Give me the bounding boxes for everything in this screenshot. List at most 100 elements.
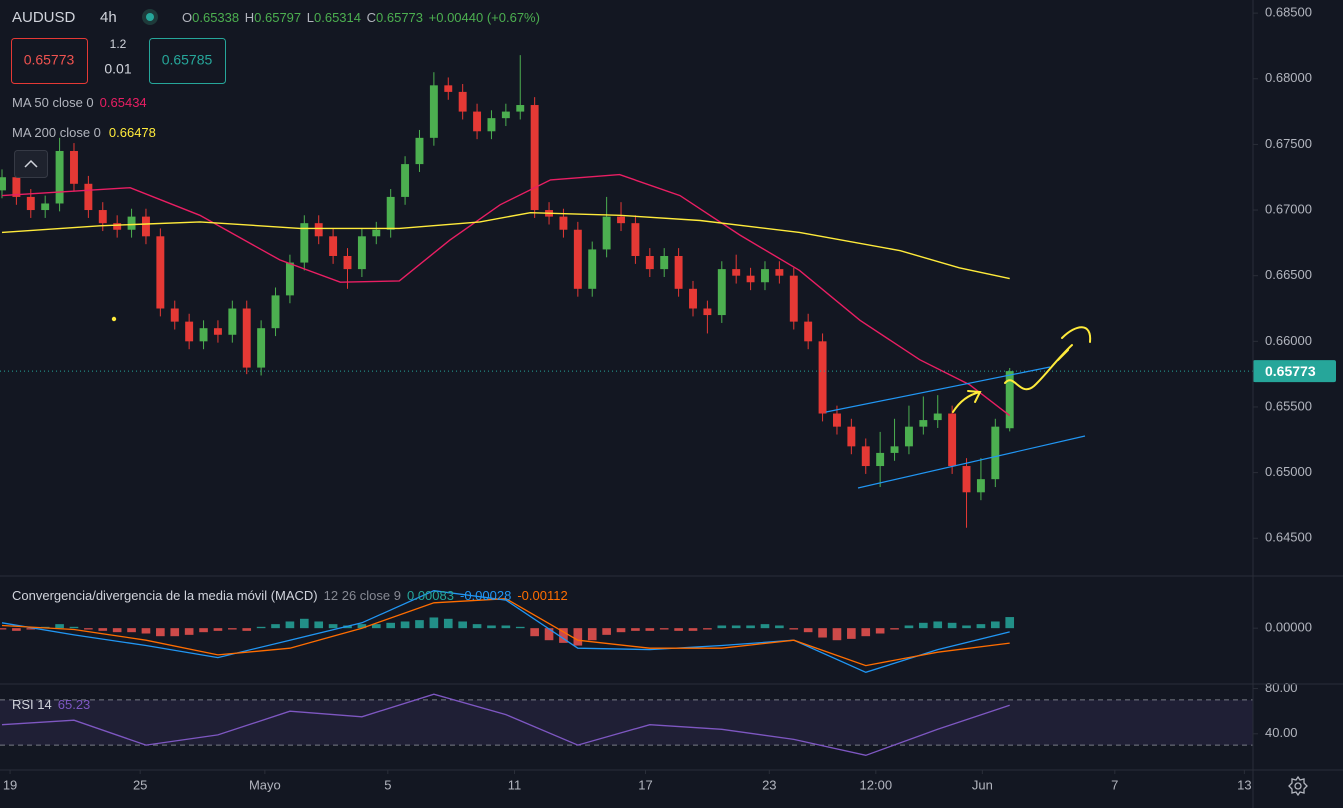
candle-body [228, 308, 237, 335]
buy-button[interactable] [149, 38, 226, 84]
candle-body [415, 137, 424, 165]
last-price-label: 0.65773 [1265, 363, 1316, 379]
candle-body [55, 150, 64, 204]
histogram-bar [156, 628, 165, 637]
histogram-bar [530, 628, 539, 637]
ohlc-value: 0.65314 [314, 10, 361, 25]
y-tick-label: 0.65000 [1265, 464, 1312, 479]
candle-body [631, 223, 640, 256]
candle-body [242, 308, 251, 368]
candle-body [833, 413, 841, 427]
histogram-bar [832, 628, 842, 641]
buy-price: 0.65785 [162, 52, 213, 68]
candle-body [12, 177, 21, 197]
ohlc-label: C [367, 10, 376, 25]
ohlc-value: 0.65797 [254, 10, 301, 25]
histogram-bar [544, 628, 554, 641]
candle-body [818, 341, 827, 414]
histogram-bar [559, 628, 568, 643]
spread: 1.2 [110, 37, 127, 51]
candle-body [674, 255, 683, 289]
candle-body [285, 262, 294, 296]
candle-body [602, 216, 611, 250]
histogram-bar [847, 628, 856, 639]
histogram-bar [271, 624, 280, 629]
histogram-bar [861, 628, 871, 637]
settings-icon[interactable] [1288, 775, 1308, 797]
histogram-bar [357, 624, 367, 629]
ma-name: MA 200 close 0 [12, 125, 101, 140]
candle-body [185, 321, 194, 342]
ohlc-value: 0.65773 [376, 10, 423, 25]
candle-body [314, 223, 323, 237]
candle-body [890, 446, 899, 453]
candle-body [473, 111, 482, 132]
collapse-button[interactable] [14, 150, 48, 178]
rsi-value: 65.23 [58, 697, 91, 712]
candle-body [530, 105, 539, 211]
scribble [952, 390, 982, 413]
y-tick-label: 0.66000 [1265, 333, 1312, 348]
rsi-band [0, 699, 1253, 746]
line-series [1, 693, 1010, 756]
ohlc-label: L [307, 10, 314, 25]
candle-body [300, 223, 309, 263]
candle-body [617, 216, 625, 224]
sell-button[interactable] [11, 38, 88, 84]
histogram-bar [55, 624, 64, 629]
candle-body [487, 118, 496, 132]
candle-body [26, 196, 35, 211]
candle-body [516, 105, 525, 112]
histogram-bar [213, 628, 223, 631]
x-tick-label: 17 [638, 777, 652, 792]
candle-body [70, 150, 78, 184]
histogram-bar [0, 628, 7, 630]
collapse-icon [24, 159, 38, 168]
gear-hub [1294, 782, 1302, 790]
y-tick-label: 0.64500 [1265, 530, 1312, 545]
ohlc-label: H [245, 10, 254, 25]
candle-body [962, 466, 971, 493]
drawing [111, 316, 1092, 413]
scribble [1004, 344, 1073, 391]
candle-body [84, 183, 93, 211]
macd-legend: Convergencia/divergencia de la media móv… [12, 588, 568, 603]
histogram-bar [1005, 617, 1015, 629]
status-dot[interactable] [146, 13, 154, 21]
change: +0.00440 (+0.67%) [429, 10, 540, 25]
candle-body [401, 164, 410, 197]
candle-body [775, 269, 784, 276]
histogram-bar [458, 621, 467, 629]
macd-value: -0.00112 [517, 588, 567, 603]
histogram-bar [631, 628, 640, 631]
candle-body [156, 236, 165, 309]
histogram-bar [328, 624, 338, 629]
histogram-bar [919, 622, 928, 629]
quantity[interactable]: 0.01 [104, 61, 131, 77]
candle-body [689, 288, 697, 309]
histogram-bar [472, 624, 482, 629]
histogram-bar [386, 622, 396, 629]
candle-body [948, 413, 957, 467]
ma-name: MA 50 close 0 [12, 95, 94, 110]
candle-body [645, 255, 654, 270]
histogram-bar [12, 628, 21, 631]
histogram-bar [659, 628, 669, 630]
histogram-bar [415, 620, 424, 629]
histogram-bar [573, 628, 583, 646]
sell-price: 0.65773 [24, 52, 75, 68]
candle-body [976, 479, 985, 493]
candle-body [98, 210, 107, 224]
line-series [1, 598, 1010, 667]
histogram-bar [228, 628, 237, 630]
panes: 19 25 Mayo 5 11 17 23 12:00 Jun 7 13 0.68500 0.68000… [0, 5, 1336, 792]
interval: 4h [100, 9, 117, 26]
candle-body [257, 328, 266, 368]
candle-body [127, 216, 136, 230]
channel-line [825, 366, 1051, 413]
histogram-bar [487, 625, 496, 629]
histogram-bar [127, 628, 136, 633]
histogram-bar [616, 628, 626, 633]
